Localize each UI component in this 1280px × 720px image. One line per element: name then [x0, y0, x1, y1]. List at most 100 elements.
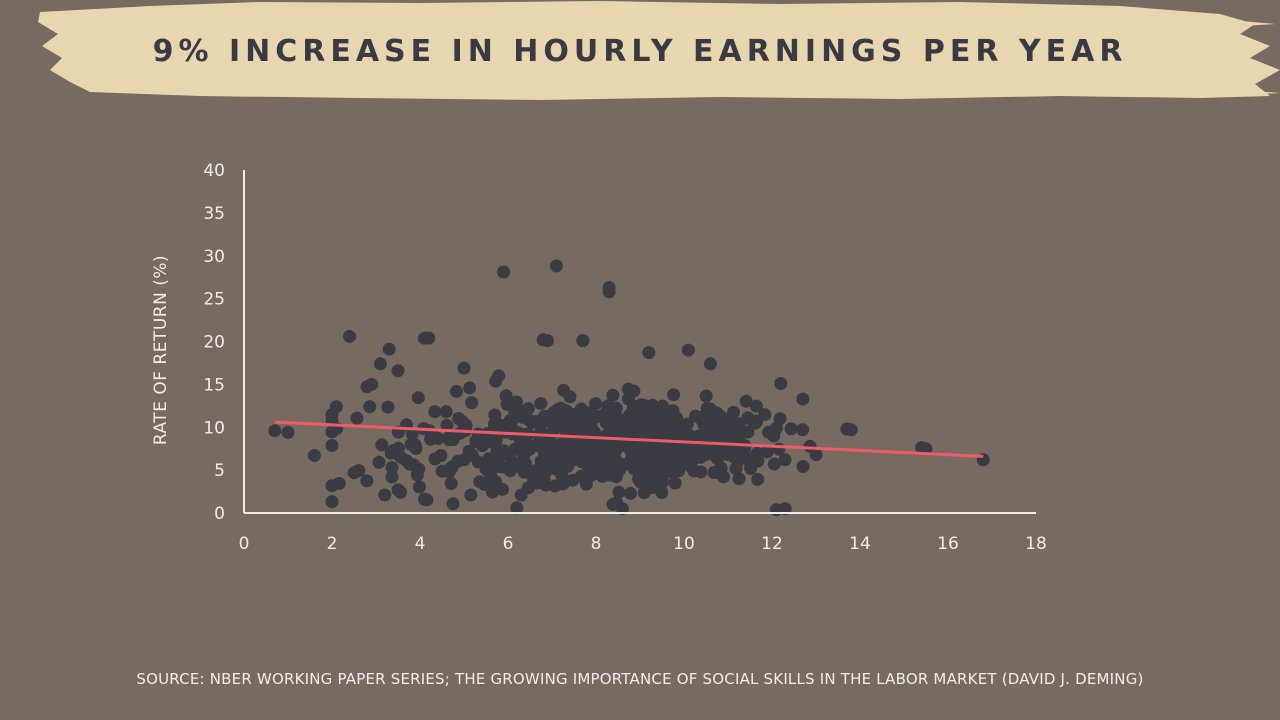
data-point: [537, 409, 551, 423]
data-point: [365, 377, 379, 391]
data-point: [667, 388, 681, 402]
data-point: [457, 361, 471, 375]
x-tick-label: 2: [327, 534, 338, 554]
x-tick-label: 8: [591, 534, 602, 554]
data-point: [534, 397, 548, 410]
x-tick-label: 6: [503, 534, 514, 554]
data-point: [385, 470, 399, 484]
data-point: [572, 405, 586, 419]
data-point: [485, 485, 499, 499]
data-point: [411, 391, 425, 405]
data-point: [720, 416, 734, 430]
data-point: [648, 457, 662, 470]
data-point: [444, 476, 458, 490]
data-point: [464, 488, 478, 502]
data-point: [497, 265, 511, 279]
data-point: [621, 420, 635, 434]
data-point: [497, 444, 511, 458]
data-point: [500, 397, 514, 411]
data-point: [307, 449, 321, 462]
data-point: [514, 488, 528, 502]
data-point: [391, 483, 405, 497]
data-point: [675, 458, 689, 472]
y-tick-labels: 0 5 10 15 20 25 30 35 40: [203, 161, 225, 524]
data-point: [557, 446, 571, 460]
data-point: [488, 408, 502, 422]
data-point: [778, 502, 792, 516]
data-point: [471, 427, 485, 441]
data-point: [510, 501, 524, 515]
data-point: [588, 428, 602, 442]
data-point: [778, 453, 792, 467]
data-point: [446, 433, 460, 447]
data-point: [381, 400, 395, 414]
trend-line: [274, 420, 984, 458]
data-point: [669, 428, 683, 442]
data-point: [410, 468, 424, 482]
data-point: [350, 411, 364, 425]
data-point: [268, 424, 282, 438]
y-tick-label: 30: [203, 247, 225, 267]
data-point: [475, 439, 489, 453]
data-point: [606, 388, 620, 402]
data-point: [440, 418, 454, 432]
data-point: [796, 392, 810, 406]
data-point: [428, 452, 442, 466]
data-point: [455, 414, 469, 428]
data-point: [541, 334, 555, 348]
data-point: [373, 357, 387, 371]
brush-stroke: [38, 1, 1280, 100]
data-point: [384, 446, 398, 460]
data-point: [465, 396, 479, 410]
data-point: [329, 400, 343, 414]
data-point: [731, 454, 745, 468]
data-point: [473, 475, 487, 489]
data-point: [496, 482, 509, 496]
data-point: [450, 384, 463, 398]
data-point: [428, 405, 442, 419]
data-point: [400, 454, 413, 468]
data-point: [626, 448, 639, 462]
data-point: [708, 443, 722, 457]
data-point: [332, 476, 346, 490]
data-point: [844, 423, 858, 437]
data-point: [417, 492, 431, 506]
data-point: [424, 432, 438, 446]
data-point: [772, 442, 786, 456]
data-point: [422, 331, 436, 345]
data-point: [530, 476, 543, 490]
data-point: [564, 417, 578, 431]
x-tick-label: 10: [673, 534, 695, 554]
data-point: [550, 413, 564, 426]
data-point: [347, 466, 361, 480]
data-point: [391, 364, 405, 378]
data-point: [325, 495, 339, 509]
data-point: [594, 452, 608, 466]
data-point: [773, 412, 787, 426]
data-point: [919, 442, 933, 456]
brush-streak: [1150, 18, 1275, 27]
data-point: [653, 405, 667, 419]
data-point: [672, 444, 686, 458]
data-point: [492, 369, 506, 383]
data-point: [796, 423, 810, 437]
data-point: [704, 417, 718, 431]
data-point: [589, 397, 603, 411]
data-point: [767, 457, 781, 471]
title-banner: [38, 1, 1280, 100]
data-point: [582, 406, 596, 420]
y-tick-label: 25: [203, 290, 225, 310]
data-point: [809, 448, 823, 462]
data-point: [325, 439, 339, 452]
data-point: [624, 486, 637, 500]
data-point: [549, 259, 563, 273]
data-point: [710, 406, 724, 420]
data-point: [732, 472, 746, 486]
data-point: [615, 502, 629, 516]
x-tick-label: 4: [415, 534, 426, 554]
data-point: [732, 417, 746, 431]
data-point: [727, 405, 740, 419]
data-point: [372, 455, 386, 469]
data-point: [409, 441, 423, 455]
